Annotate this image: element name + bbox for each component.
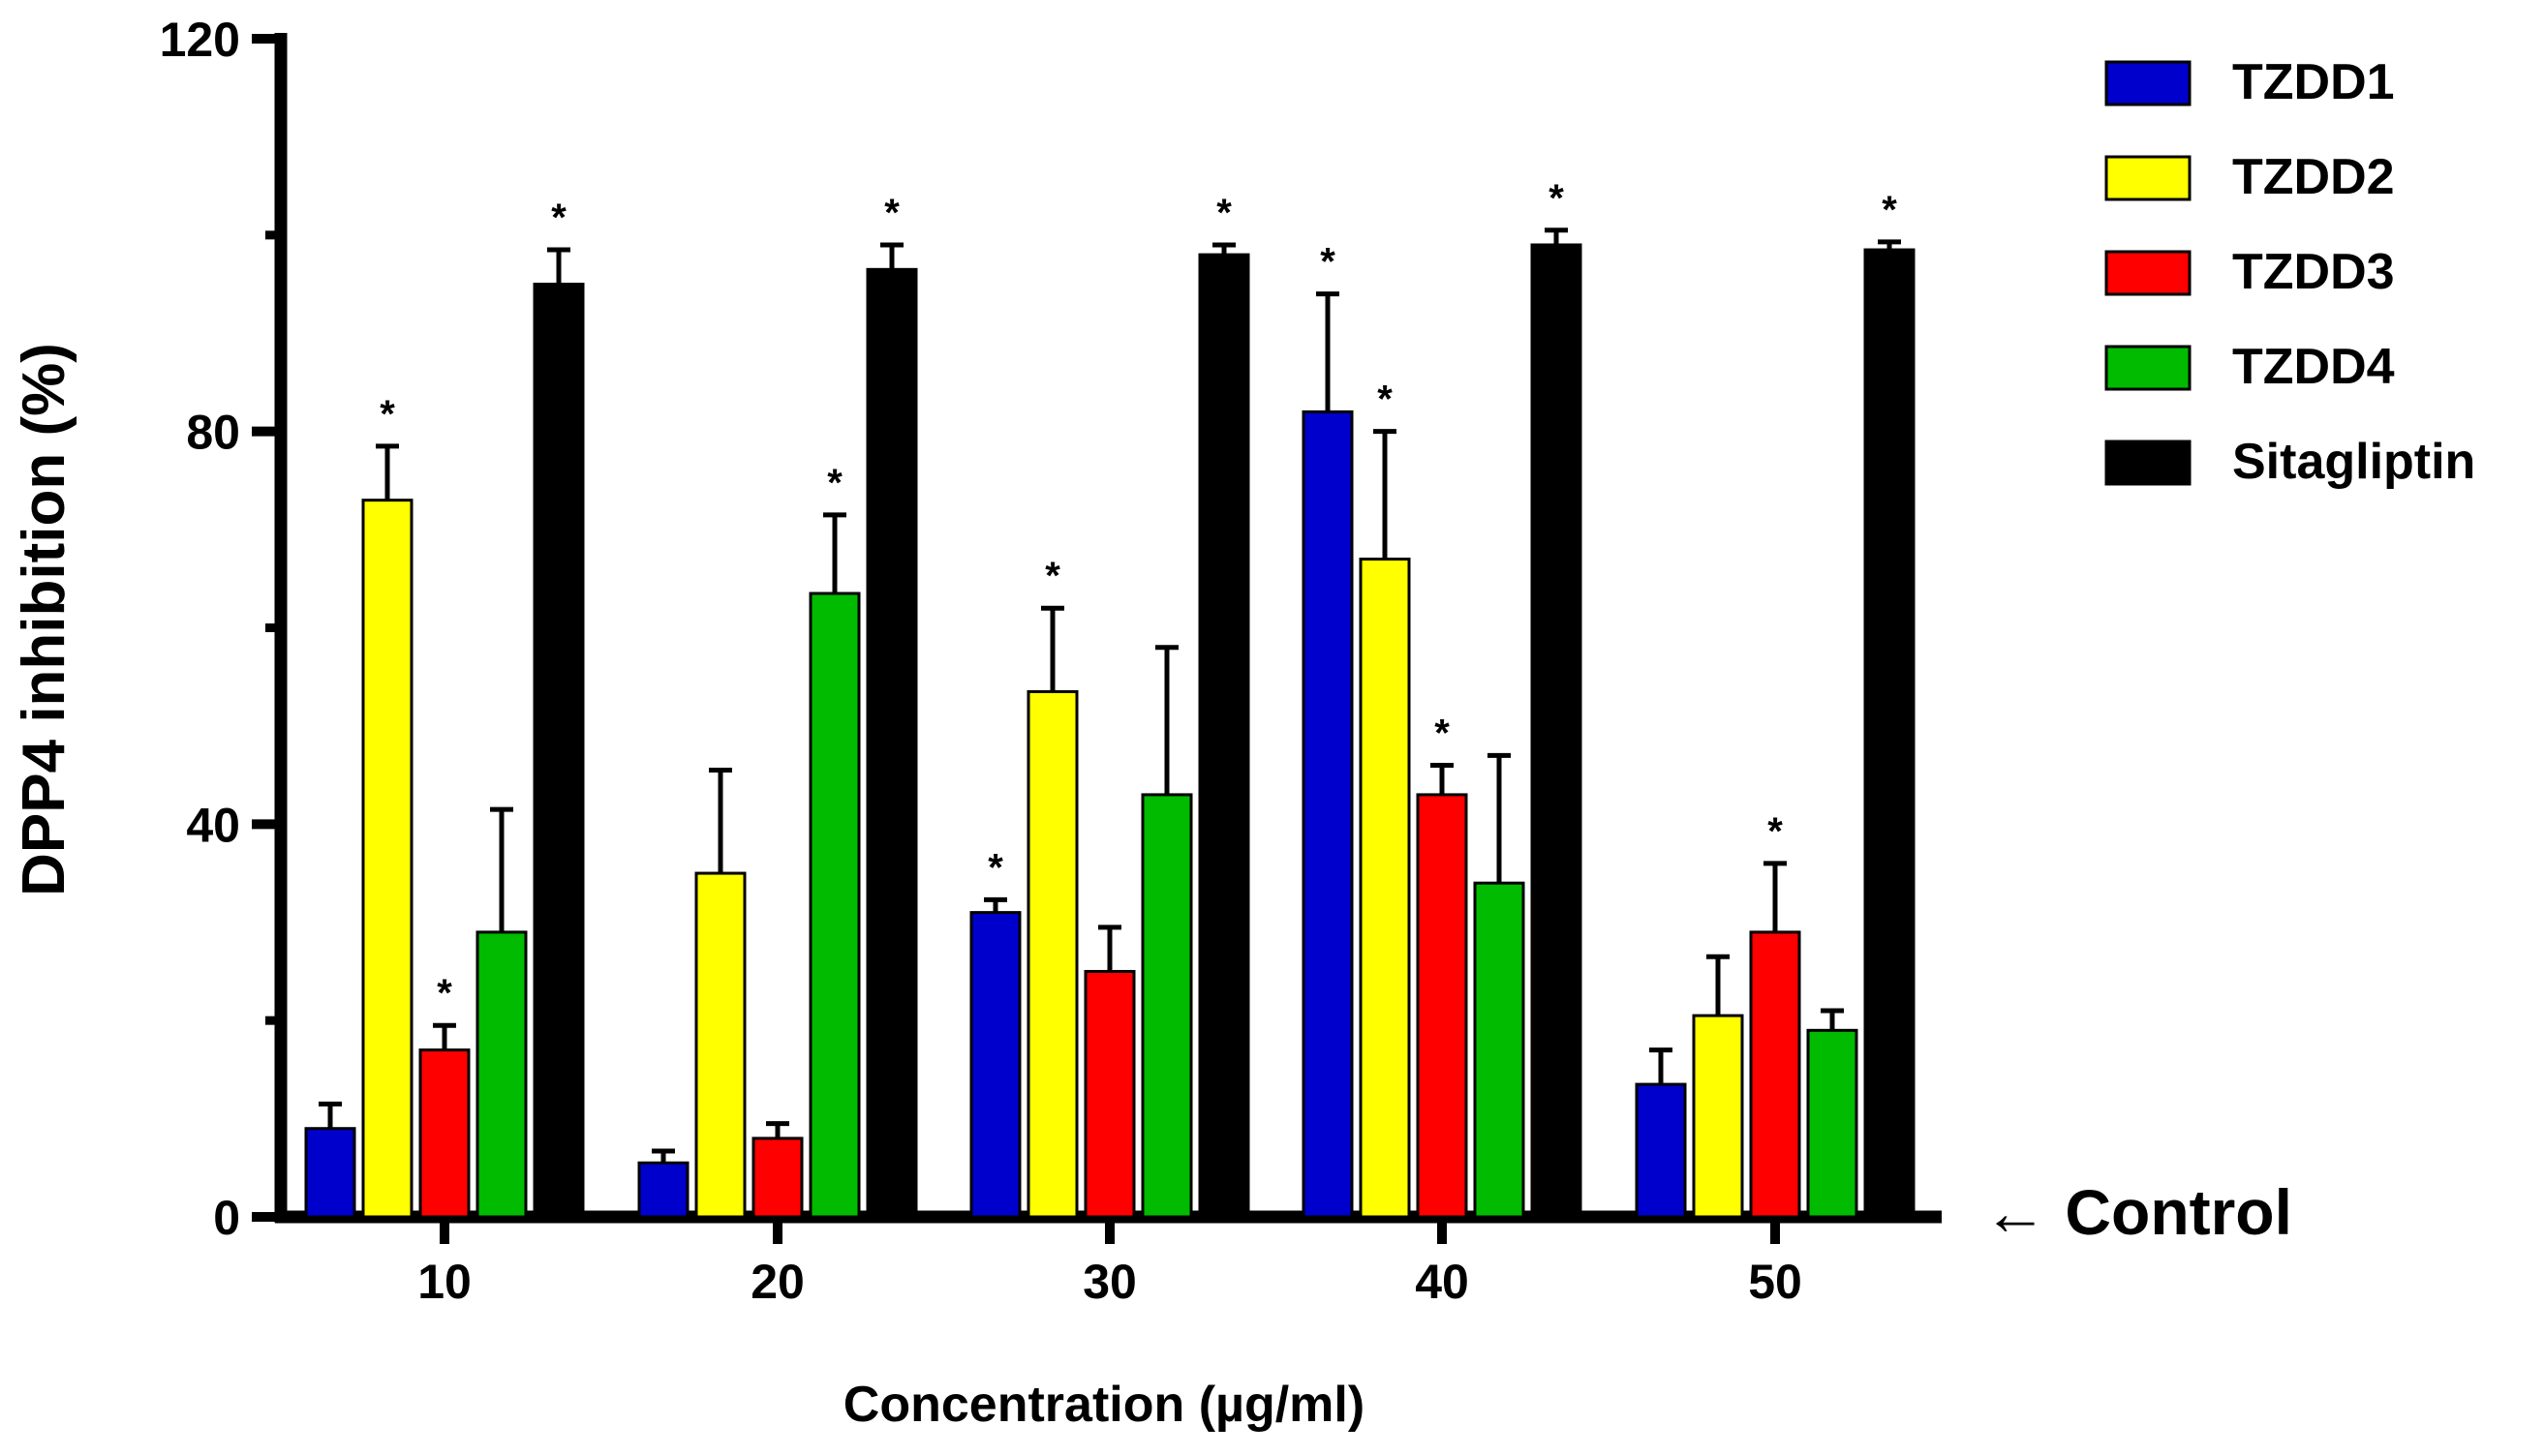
y-tick-label: 80 — [186, 406, 240, 460]
bars — [304, 243, 1916, 1219]
legend-swatch — [2104, 440, 2192, 486]
legend-swatch — [2104, 60, 2192, 106]
legend-label: TZDD4 — [2232, 339, 2395, 395]
legend-label: Sitagliptin — [2232, 434, 2475, 490]
bar — [1635, 1082, 1687, 1219]
y-axis: 0 40 80 120 — [160, 13, 288, 1245]
x-tick-label: 50 — [1748, 1255, 1802, 1309]
significance-star: * — [1767, 810, 1783, 853]
significance-star: * — [1320, 241, 1335, 284]
y-tick-label: 0 — [213, 1191, 240, 1245]
legend-label: TZDD3 — [2232, 244, 2395, 300]
bar — [751, 1137, 804, 1219]
significance-star: * — [551, 197, 567, 239]
error-bars — [319, 228, 1901, 1164]
x-tick-label: 30 — [1083, 1255, 1137, 1309]
bar — [866, 267, 918, 1219]
x-axis-label: Concentration (µg/ml) — [843, 1377, 1364, 1433]
y-tick-label: 120 — [160, 13, 240, 67]
significance-star: * — [884, 192, 900, 234]
significance-star: * — [380, 393, 395, 436]
bar — [1473, 881, 1525, 1219]
bar — [1863, 248, 1916, 1219]
bar — [533, 283, 585, 1219]
legend-swatch — [2104, 155, 2192, 201]
bar — [1084, 969, 1136, 1219]
bar — [1692, 1014, 1744, 1219]
x-tick-label: 20 — [751, 1255, 805, 1309]
legend-label: TZDD2 — [2232, 149, 2395, 205]
bar — [475, 930, 528, 1219]
x-axis: 10 20 30 40 50 — [275, 1210, 1942, 1309]
bar — [1806, 1028, 1858, 1219]
y-axis-label: DPP4 inhibition (%) — [11, 343, 77, 896]
significance-star: * — [1216, 192, 1232, 234]
x-tick-label: 10 — [417, 1255, 472, 1309]
bar — [637, 1161, 690, 1219]
bar — [809, 592, 861, 1219]
bar — [1141, 793, 1193, 1219]
legend-swatch — [2104, 345, 2192, 391]
significance-star: * — [1434, 712, 1450, 754]
bar — [1749, 930, 1801, 1219]
control-annotation: ← Control — [1983, 1176, 2292, 1248]
significance-star: * — [437, 972, 452, 1015]
significance-star: * — [988, 846, 1003, 889]
bar — [304, 1127, 356, 1219]
significance-markers: * * * * * * * * * * * * * * — [380, 177, 1897, 1015]
bar — [1416, 793, 1468, 1219]
x-tick-label: 40 — [1415, 1255, 1469, 1309]
bar — [1198, 253, 1250, 1219]
bar — [1359, 558, 1411, 1219]
significance-star: * — [1377, 379, 1393, 421]
bar — [1027, 689, 1079, 1219]
legend-label: TZDD1 — [2232, 54, 2395, 110]
bar — [969, 911, 1022, 1219]
bar — [361, 499, 414, 1219]
y-tick-label: 40 — [186, 798, 240, 852]
bar — [1302, 410, 1354, 1219]
bar — [694, 871, 747, 1219]
significance-star: * — [827, 462, 843, 504]
bar — [418, 1048, 471, 1219]
significance-star: * — [1882, 189, 1897, 231]
significance-star: * — [1548, 177, 1564, 220]
legend-swatch — [2104, 250, 2192, 296]
bar — [1530, 243, 1582, 1219]
legend: TZDD1 TZDD2 TZDD3 TZDD4 Sitagliptin — [2104, 54, 2475, 490]
significance-star: * — [1045, 555, 1060, 597]
